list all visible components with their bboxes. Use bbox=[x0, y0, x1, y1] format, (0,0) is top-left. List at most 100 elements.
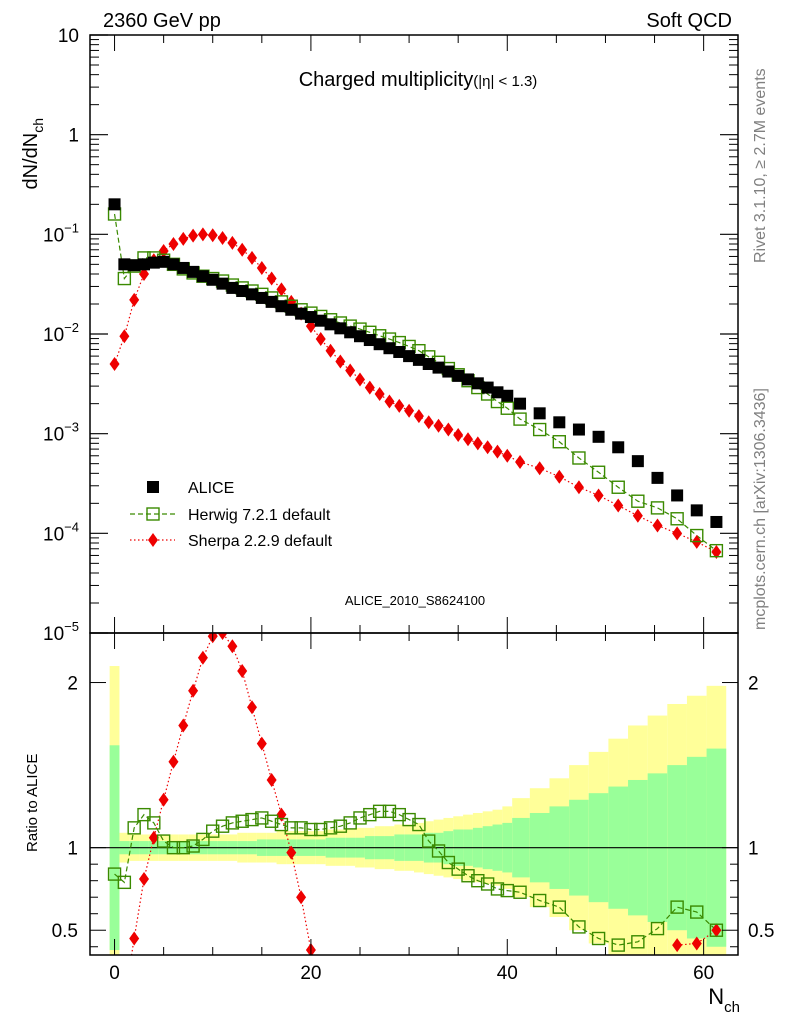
sherpa-point bbox=[345, 363, 356, 378]
ratio-herwig-point bbox=[382, 804, 397, 819]
x-axis-label: Nch bbox=[708, 984, 740, 1016]
ratio-herwig-point bbox=[255, 811, 269, 825]
watermark: ALICE_2010_S8624100 bbox=[345, 593, 485, 608]
mcplots-info: mcplots.cern.ch [arXiv:1306.3436] bbox=[752, 388, 769, 630]
alice-point bbox=[651, 471, 664, 484]
ratio-sherpa-point bbox=[296, 890, 307, 905]
ratio-herwig-point bbox=[196, 832, 210, 847]
ratio-herwig-point bbox=[572, 920, 586, 934]
x-tick-label: 0 bbox=[109, 963, 120, 984]
alice-point bbox=[553, 416, 566, 429]
sherpa-point bbox=[534, 461, 545, 476]
alice-point bbox=[533, 407, 546, 420]
sherpa-point bbox=[315, 332, 326, 347]
top-title-suffix: (|η| < 1.3) bbox=[473, 73, 537, 90]
x-tick-label: 60 bbox=[693, 963, 714, 984]
sherpa-point bbox=[217, 230, 228, 245]
sherpa-point bbox=[109, 357, 120, 372]
alice-point bbox=[631, 455, 644, 468]
alice-point bbox=[128, 259, 141, 272]
sherpa-point bbox=[404, 403, 415, 418]
herwig-point bbox=[500, 401, 514, 415]
ratio-plot-marks bbox=[90, 633, 738, 955]
y-tick-label-base: 10 bbox=[43, 225, 64, 246]
herwig-point bbox=[690, 528, 704, 543]
alice-point bbox=[118, 258, 131, 271]
sherpa-point bbox=[463, 432, 473, 447]
ratio-herwig-point bbox=[431, 844, 446, 858]
top-title: Charged multiplicity(|η| < 1.3) bbox=[299, 69, 538, 91]
alice-point bbox=[393, 345, 406, 358]
herwig-point bbox=[532, 422, 547, 437]
ratio-herwig-point bbox=[264, 814, 279, 828]
sherpa-point bbox=[613, 498, 624, 513]
ratio-herwig-point bbox=[412, 817, 426, 832]
ratio-herwig-point bbox=[392, 807, 406, 822]
ratio-herwig-point bbox=[422, 834, 436, 848]
alice-point bbox=[226, 281, 239, 294]
x-axis-label-sub: ch bbox=[724, 999, 740, 1016]
sherpa-point bbox=[139, 266, 149, 281]
header-energy: 2360 GeV pp bbox=[103, 10, 221, 32]
legend-herwig-marker bbox=[146, 507, 160, 521]
sherpa-point bbox=[355, 372, 365, 387]
sherpa-point bbox=[482, 440, 493, 455]
ratio-herwig-point bbox=[490, 882, 505, 896]
ratio-herwig-point bbox=[147, 816, 161, 830]
alice-point bbox=[592, 430, 605, 443]
y-tick-label-exponent: −5 bbox=[64, 619, 79, 634]
herwig-point bbox=[572, 451, 586, 465]
alice-point bbox=[246, 288, 258, 301]
sherpa-point bbox=[672, 526, 683, 541]
y-tick-label: 10−5 bbox=[43, 619, 79, 645]
ratio-herwig-point bbox=[166, 840, 181, 855]
alice-point bbox=[471, 377, 484, 390]
x-tick-label: 20 bbox=[300, 963, 321, 984]
ratio-y-tick-label-right: 1 bbox=[748, 839, 759, 860]
top-plot-marks bbox=[107, 198, 724, 559]
alice-point bbox=[255, 291, 268, 304]
alice-point bbox=[501, 389, 514, 402]
alice-point bbox=[265, 295, 278, 308]
herwig-point bbox=[117, 271, 132, 286]
alice-point bbox=[491, 386, 504, 399]
ratio-herwig-point bbox=[670, 900, 684, 914]
herwig-point bbox=[513, 412, 527, 426]
sherpa-point bbox=[433, 418, 444, 433]
alice-point bbox=[108, 198, 121, 211]
y-tick-label: 10−4 bbox=[43, 519, 79, 545]
y-tick-label: 10−3 bbox=[43, 420, 79, 446]
alice-point bbox=[432, 361, 445, 374]
ratio-herwig-point bbox=[532, 893, 547, 908]
herwig-point bbox=[611, 480, 625, 494]
alice-point bbox=[481, 381, 494, 394]
sherpa-point bbox=[207, 228, 218, 243]
sherpa-point bbox=[492, 444, 503, 459]
ratio-sherpa-point bbox=[168, 754, 179, 769]
ratio-herwig-point bbox=[372, 804, 387, 819]
sherpa-point bbox=[276, 282, 287, 297]
alice-point bbox=[147, 256, 160, 269]
ratio-sherpa-point bbox=[217, 633, 228, 640]
ratio-herwig-point bbox=[480, 877, 495, 891]
ratio-herwig-point bbox=[323, 821, 338, 835]
ratio-herwig-point bbox=[215, 819, 230, 833]
alice-point bbox=[442, 365, 455, 378]
sherpa-point bbox=[178, 231, 189, 246]
ratio-herwig-point bbox=[650, 921, 665, 936]
ratio-herwig-point bbox=[206, 824, 220, 838]
y-tick-label-base: 10 bbox=[43, 624, 64, 645]
ratio-herwig-point bbox=[343, 816, 357, 830]
y-tick-label-exponent: −2 bbox=[64, 320, 79, 335]
sherpa-point bbox=[129, 292, 140, 307]
sherpa-point bbox=[197, 227, 208, 242]
alice-point bbox=[671, 489, 684, 502]
legend: ALICE Herwig 7.2.1 default Sherpa 2.2.9 de… bbox=[130, 480, 333, 550]
ratio-axis-label: Ratio to ALICE bbox=[24, 754, 41, 852]
alice-point bbox=[177, 261, 190, 274]
sherpa-point bbox=[423, 415, 434, 430]
alice-point bbox=[422, 358, 435, 371]
sherpa-point bbox=[188, 228, 199, 243]
ratio-y-tick-label: 1 bbox=[67, 839, 78, 860]
